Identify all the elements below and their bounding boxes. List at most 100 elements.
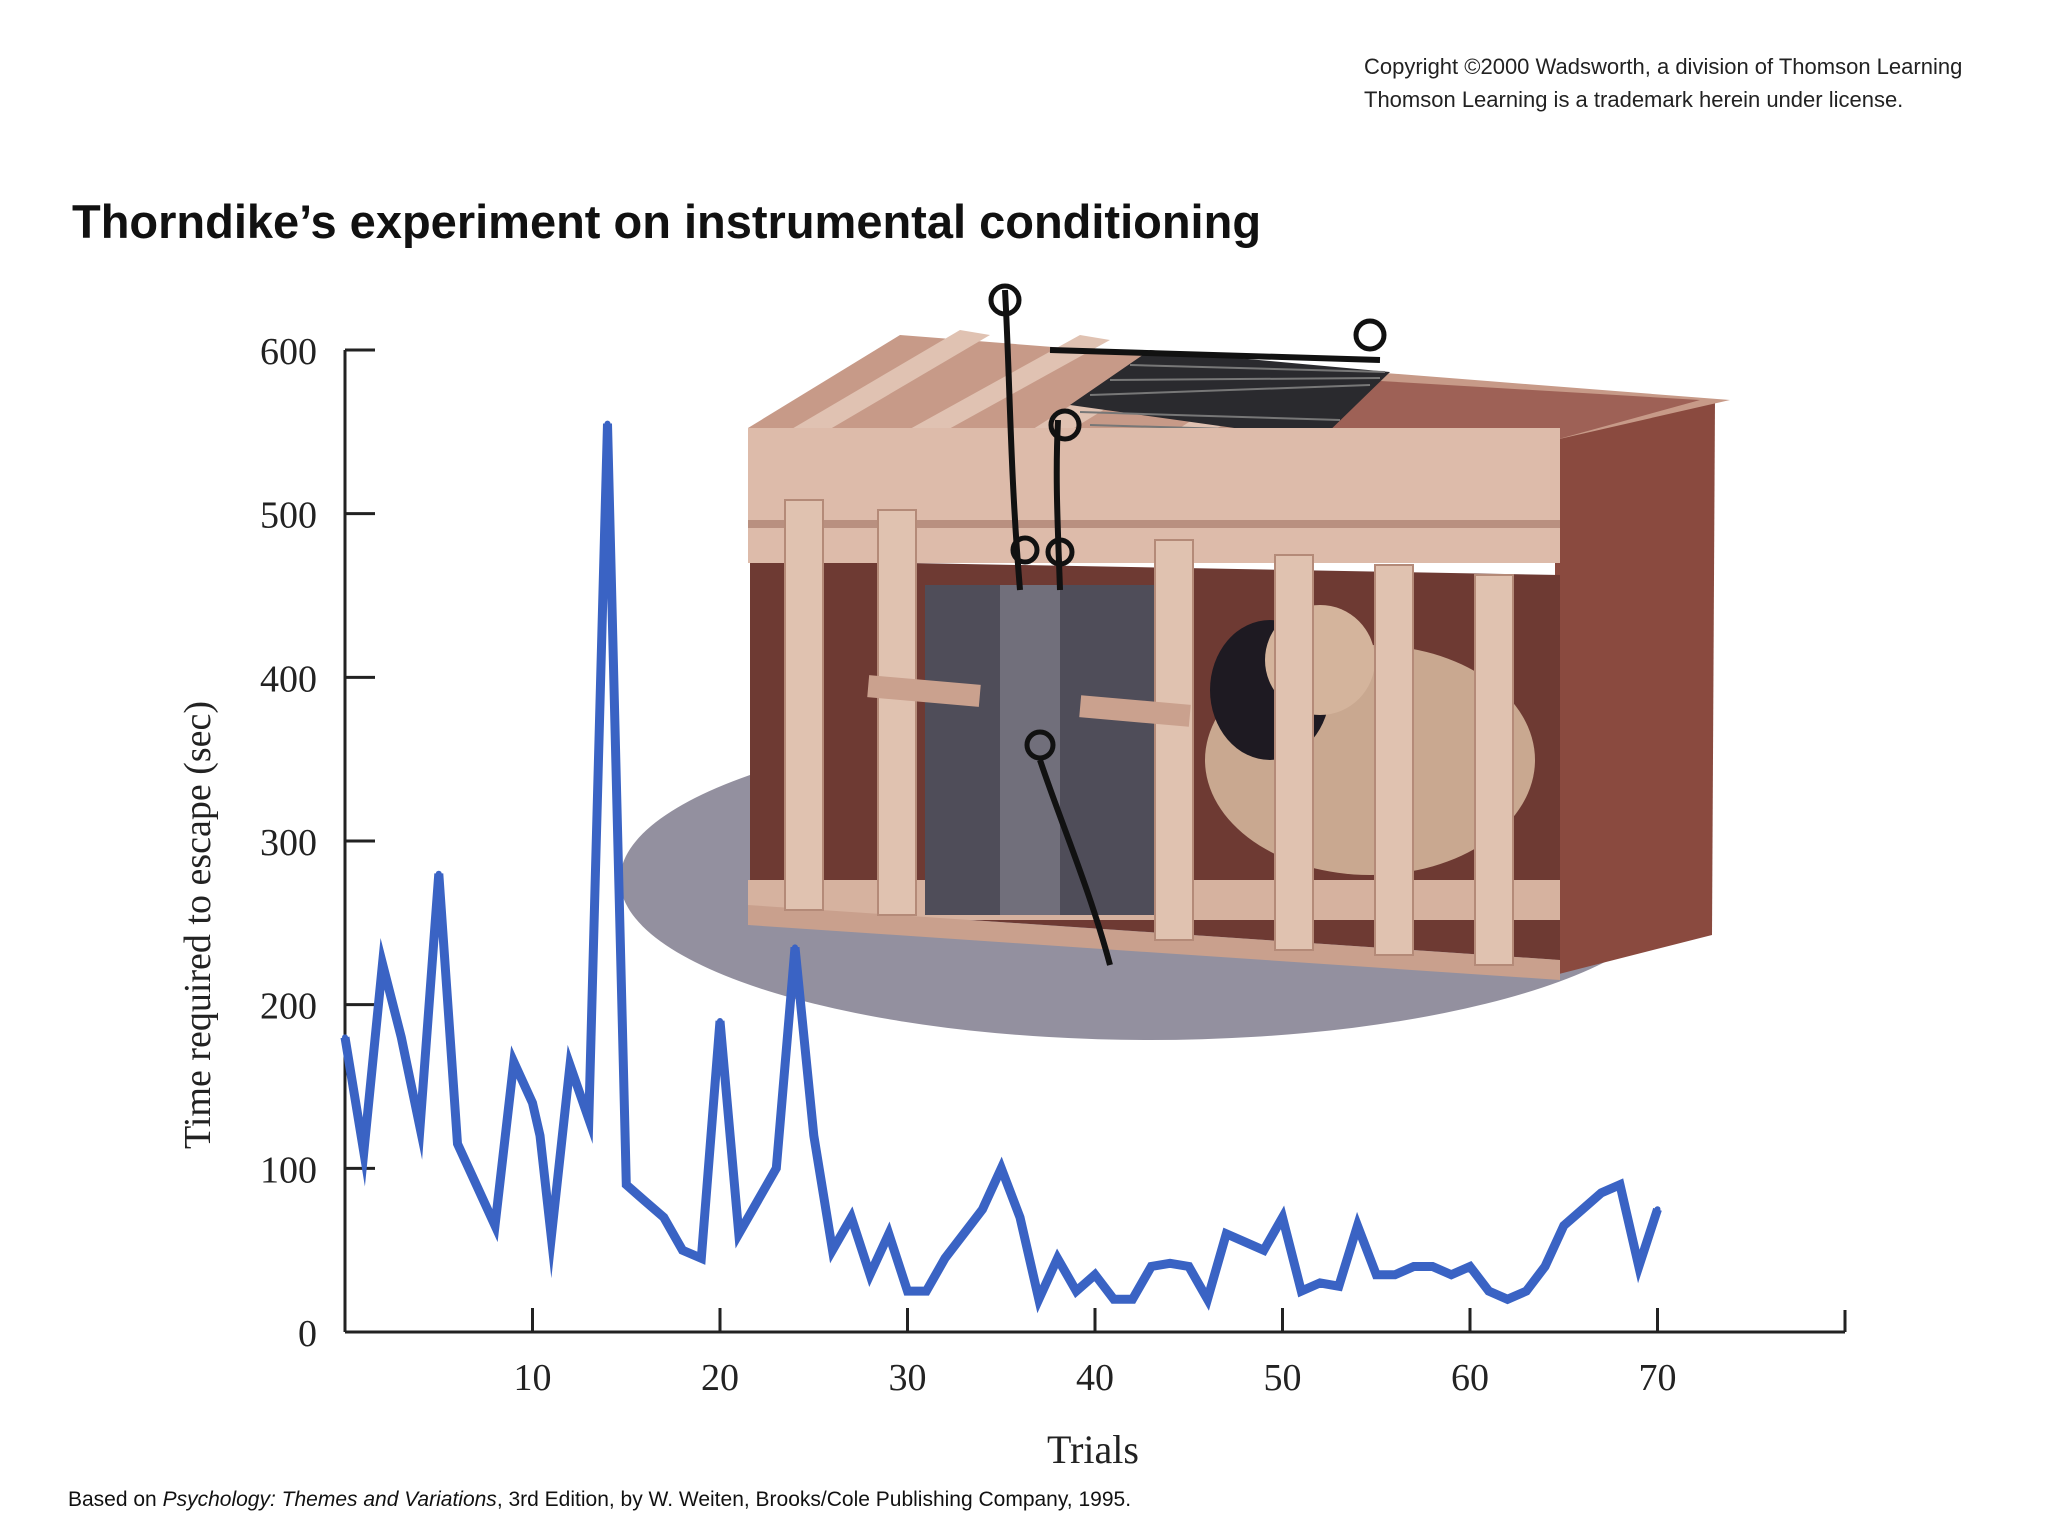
plot-area — [340, 420, 1662, 1314]
data-point — [1092, 1271, 1098, 1278]
data-point — [792, 944, 798, 951]
source-book-title: Psychology: Themes and Variations — [162, 1488, 497, 1511]
x-tick-label: 70 — [1639, 1357, 1677, 1399]
data-point — [1410, 1263, 1417, 1270]
data-point — [698, 1255, 705, 1262]
data-point — [529, 1099, 536, 1106]
x-tick-label: 50 — [1264, 1357, 1302, 1399]
data-point — [1448, 1271, 1455, 1278]
x-tick-label: 20 — [701, 1357, 739, 1399]
copyright-line-2: Thomson Learning is a trademark herein u… — [1364, 87, 1904, 112]
data-point — [1354, 1222, 1361, 1229]
data-point — [754, 1198, 761, 1205]
data-point — [642, 1198, 648, 1205]
chart-axes: 0 100 200 300 400 500 600 10 20 30 40 50 60 70 — [260, 331, 1847, 1399]
data-point — [998, 1165, 1005, 1172]
data-point — [1373, 1271, 1380, 1278]
data-point — [848, 1214, 855, 1221]
data-point — [660, 1214, 667, 1221]
data-point — [1598, 1189, 1605, 1196]
data-point — [1654, 1206, 1661, 1213]
data-point — [398, 1034, 405, 1041]
data-point — [1467, 1263, 1473, 1270]
data-point — [735, 1230, 742, 1237]
data-point — [1298, 1288, 1305, 1295]
data-point — [960, 1230, 967, 1237]
box-bars — [784, 499, 1514, 966]
pulley-ropes — [1002, 289, 1381, 966]
data-point — [717, 1018, 723, 1025]
data-point — [1485, 1288, 1492, 1295]
data-point — [1279, 1214, 1286, 1221]
data-point — [604, 420, 611, 427]
data-point — [810, 1132, 817, 1139]
data-point — [1185, 1263, 1192, 1270]
data-point — [454, 1140, 461, 1147]
data-point — [829, 1247, 836, 1254]
data-point — [923, 1288, 930, 1295]
y-tick-label: 300 — [260, 822, 317, 864]
data-point — [904, 1288, 911, 1295]
series-line — [340, 423, 1662, 1314]
chart-title: Thorndike’s experiment on instrumental c… — [72, 195, 1262, 248]
data-point — [379, 960, 386, 967]
data-point — [1635, 1263, 1642, 1270]
x-axis-label: Trials — [1047, 1427, 1139, 1472]
data-point — [1129, 1296, 1136, 1303]
source-citation: Based on Psychology: Themes and Variatio… — [68, 1488, 1131, 1512]
data-point — [1579, 1206, 1586, 1213]
box-front-floor-edge — [748, 905, 1560, 980]
data-point — [1110, 1296, 1117, 1303]
data-point — [510, 1058, 517, 1065]
data-point — [885, 1230, 892, 1237]
data-point — [537, 1132, 543, 1139]
data-point — [1504, 1296, 1511, 1303]
x-tick-label: 60 — [1451, 1357, 1489, 1399]
data-point — [492, 1222, 498, 1229]
data-point — [1148, 1263, 1155, 1270]
y-tick-label: 100 — [260, 1149, 317, 1191]
data-point — [360, 1148, 367, 1155]
y-axis-label: Time required to escape (sec) — [177, 701, 219, 1149]
data-point — [867, 1271, 873, 1278]
copyright-notice: Copyright ©2000 Wadsworth, a division of… — [1364, 50, 2044, 116]
data-point — [585, 1116, 592, 1123]
top-mesh — [1070, 350, 1390, 440]
data-point — [1017, 1214, 1023, 1221]
box-front-top-rail-line — [748, 520, 1560, 528]
source-suffix: , 3rd Edition, by W. Weiten, Brooks/Cole… — [496, 1488, 1132, 1511]
data-point — [679, 1247, 686, 1254]
data-point — [1429, 1263, 1436, 1270]
data-point — [1335, 1283, 1342, 1290]
data-point — [473, 1181, 480, 1188]
y-tick-label: 500 — [260, 495, 317, 537]
door-latch-left — [867, 675, 981, 707]
top-slat — [890, 335, 1110, 445]
data-point — [942, 1255, 948, 1262]
x-tick-label: 10 — [514, 1357, 552, 1399]
data-point — [1073, 1288, 1080, 1295]
y-tick-label: 600 — [260, 331, 317, 373]
x-tick-label: 40 — [1076, 1357, 1114, 1399]
data-point — [1167, 1260, 1173, 1267]
data-point — [1523, 1288, 1530, 1295]
data-point — [1542, 1263, 1548, 1270]
data-point — [1204, 1296, 1211, 1303]
data-point — [1054, 1255, 1061, 1262]
pulley-wheels — [988, 283, 1387, 761]
copyright-line-1: Copyright ©2000 Wadsworth, a division of… — [1364, 54, 1963, 79]
data-point — [435, 870, 442, 877]
data-point — [1035, 1296, 1042, 1303]
data-point — [979, 1206, 986, 1213]
data-point — [1617, 1181, 1623, 1188]
data-point — [548, 1234, 555, 1241]
top-slat — [790, 330, 990, 435]
data-point — [1392, 1271, 1398, 1278]
data-point — [1223, 1230, 1230, 1237]
data-point — [1317, 1279, 1323, 1286]
y-tick-label: 0 — [298, 1313, 317, 1355]
box-side-wall — [1555, 400, 1715, 975]
x-tick-label: 30 — [889, 1357, 927, 1399]
